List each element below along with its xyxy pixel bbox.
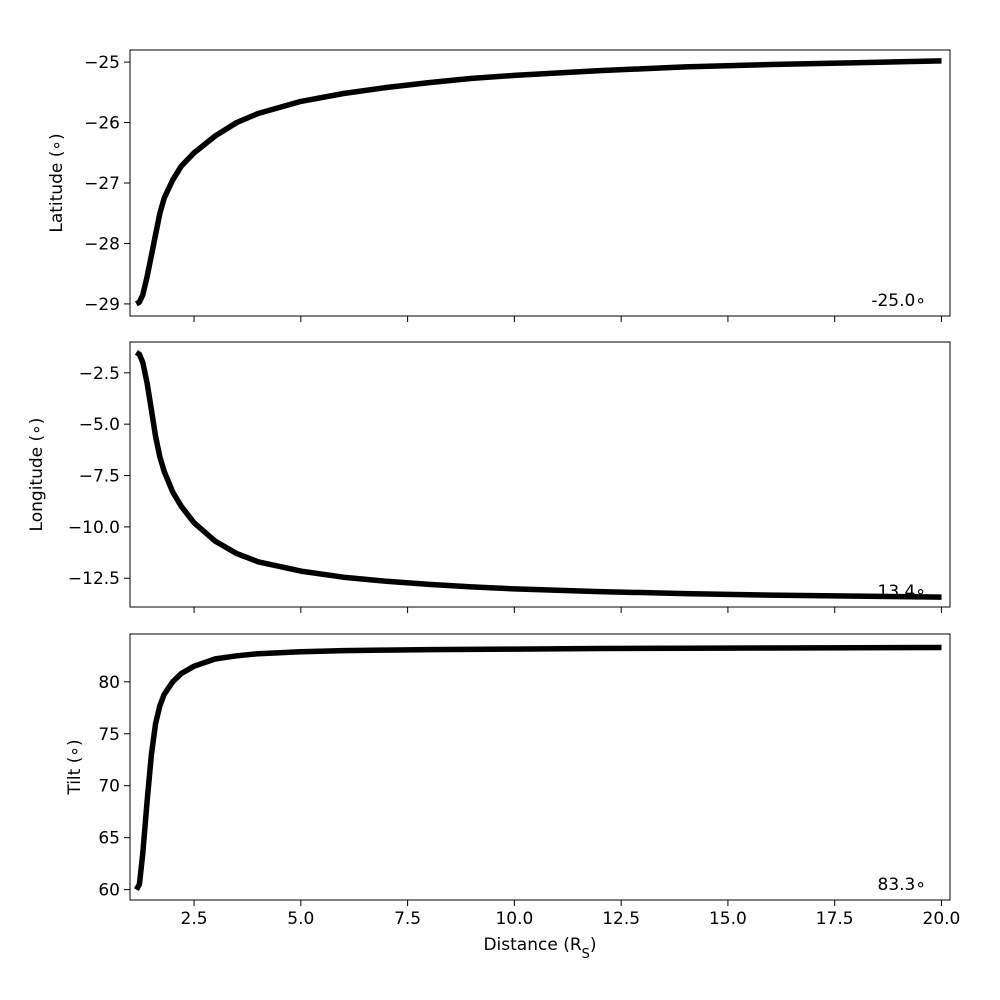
tilt-axes-frame [129, 633, 951, 901]
latitude-ytick-label: −27 [84, 174, 120, 194]
latitude-panel: −25 −26 −27 −28 −29 Latitude (∘) -25.0∘ [47, 49, 951, 322]
tilt-ytick-label: 65 [98, 829, 120, 849]
latitude-series-line [134, 58, 942, 307]
longitude-value-annotation: 13.4∘ [878, 582, 927, 602]
latitude-ylabel: Latitude (∘) [47, 133, 67, 232]
longitude-ytick-label: −7.5 [79, 467, 120, 487]
latitude-ytick-label: −29 [84, 295, 120, 315]
latitude-ytick-label: −25 [84, 53, 120, 73]
longitude-ylabel: Longitude (∘) [27, 418, 47, 532]
tilt-ytick-label: 80 [98, 673, 120, 693]
latitude-axes-frame [129, 49, 951, 317]
tilt-ytick-label: 75 [98, 725, 120, 745]
tilt-xtick-label: 10.0 [495, 909, 533, 929]
tilt-series-line [134, 644, 942, 891]
tilt-panel: 80 75 70 65 60 2.5 5.0 7.5 10.0 12.5 15.0 17.5 20.0 T… [65, 633, 961, 962]
tilt-ytick-label: 60 [98, 881, 120, 901]
longitude-panel: −2.5 −5.0 −7.5 −10.0 −12.5 Longitude (∘) 13.4∘ [27, 341, 951, 613]
longitude-ytick-label: −2.5 [79, 364, 120, 384]
tilt-xtick-label: 12.5 [602, 909, 640, 929]
longitude-series-line [134, 350, 942, 600]
x-axis-label: Distance (RS) [483, 935, 596, 962]
tilt-xtick-label: 15.0 [709, 909, 747, 929]
latitude-ytick-label: −26 [84, 114, 120, 134]
latitude-ytick-label: −28 [84, 234, 120, 254]
tilt-xtick-label: 5.0 [287, 909, 314, 929]
longitude-ytick-label: −12.5 [68, 569, 120, 589]
tilt-xtick-label: 7.5 [394, 909, 421, 929]
tilt-value-annotation: 83.3∘ [878, 875, 927, 895]
longitude-ytick-label: −5.0 [79, 415, 120, 435]
tilt-xtick-label: 2.5 [181, 909, 208, 929]
tilt-xtick-label: 17.5 [816, 909, 854, 929]
tilt-xtick-label: 20.0 [923, 909, 961, 929]
x-axis-label-subscript: S [582, 947, 590, 962]
longitude-axes-frame [129, 341, 951, 608]
tilt-ylabel: Tilt (∘) [65, 739, 85, 795]
longitude-ytick-label: −10.0 [68, 518, 120, 538]
x-axis-label-end: ) [590, 935, 597, 955]
tilt-ytick-label: 70 [98, 777, 120, 797]
latitude-value-annotation: -25.0∘ [871, 291, 926, 311]
x-axis-label-main: Distance (R [483, 935, 581, 955]
